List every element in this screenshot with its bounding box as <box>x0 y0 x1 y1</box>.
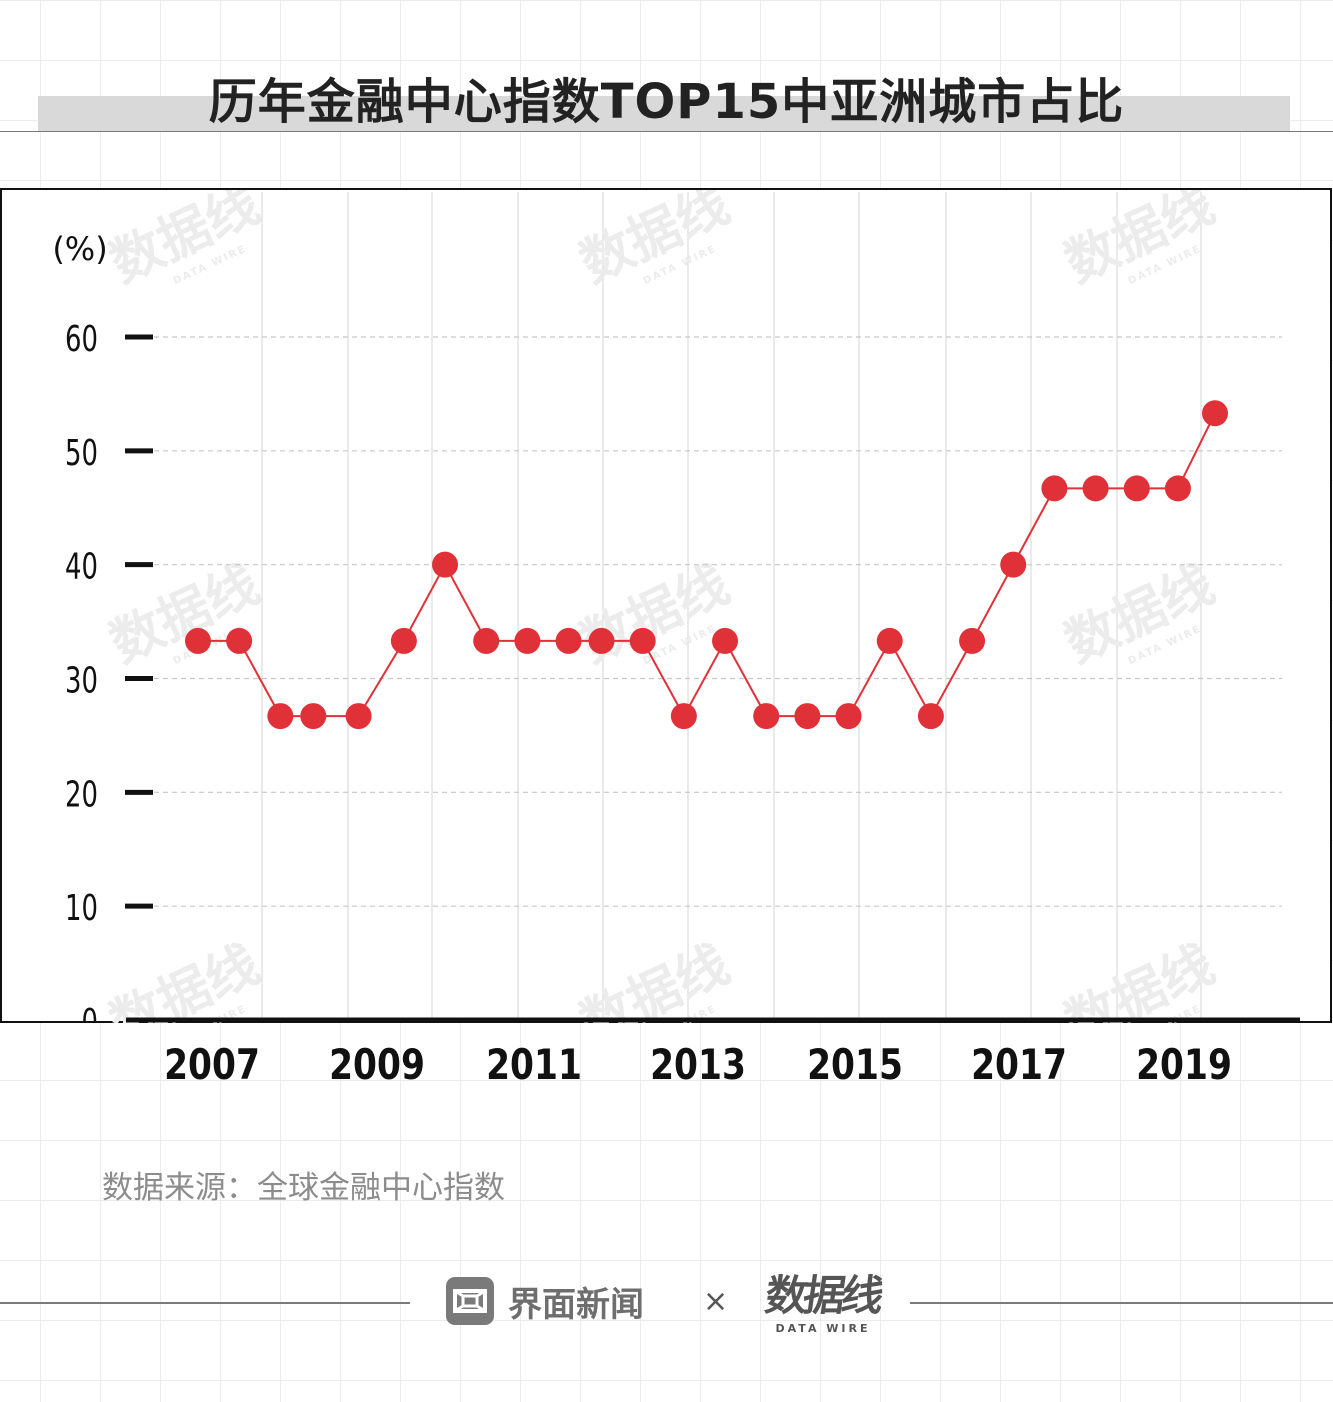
x-tick-label: 2019 <box>1136 1040 1233 1089</box>
data-point <box>345 703 372 730</box>
footer-divider-left <box>0 1302 410 1304</box>
jiemian-logo-icon <box>446 1277 494 1325</box>
data-point <box>473 627 500 654</box>
y-tick-label: 10 <box>65 887 98 929</box>
jiemian-brand-name: 界面新闻 <box>508 1284 644 1325</box>
x-tick-label: 2013 <box>650 1040 747 1089</box>
data-point <box>794 703 821 730</box>
data-point <box>300 703 327 730</box>
y-tick-label: 0 <box>82 1001 98 1023</box>
data-point <box>1082 475 1109 502</box>
data-point <box>226 627 253 654</box>
data-point <box>588 627 615 654</box>
data-point <box>917 703 944 730</box>
data-point <box>514 627 541 654</box>
data-point <box>1123 475 1150 502</box>
data-point <box>959 627 986 654</box>
y-axis-unit-label: (%) <box>52 230 107 268</box>
x-tick-label: 2011 <box>485 1040 582 1089</box>
data-point <box>267 703 294 730</box>
data-point <box>753 703 780 730</box>
data-point <box>185 627 211 654</box>
times-sign: × <box>703 1284 729 1319</box>
datawire-logo: 数据线 DATA WIRE <box>758 1262 888 1342</box>
title-rule <box>0 131 1333 132</box>
data-point <box>432 551 459 578</box>
title-highlight-bar <box>38 96 1290 132</box>
y-tick-label: 20 <box>65 773 98 815</box>
x-tick-label: 2015 <box>806 1040 903 1089</box>
data-source: 数据来源：全球金融中心指数 <box>102 1170 505 1206</box>
data-point <box>1041 475 1068 502</box>
data-point <box>1164 475 1191 502</box>
x-tick-label: 2007 <box>164 1040 261 1089</box>
y-tick-label: 30 <box>65 659 98 701</box>
title-band: 历年金融中心指数TOP15中亚洲城市占比 <box>0 0 1333 140</box>
y-tick-label: 50 <box>65 432 98 474</box>
data-point <box>835 703 862 730</box>
chart-title: 历年金融中心指数TOP15中亚洲城市占比 <box>208 74 1125 130</box>
footer-divider-right <box>910 1302 1333 1304</box>
datawire-logo-cn: 数据线 <box>762 1271 884 1320</box>
y-tick-label: 40 <box>65 546 98 588</box>
datawire-logo-en: DATA WIRE <box>775 1322 871 1335</box>
x-tick-label: 2017 <box>971 1040 1068 1089</box>
series-line <box>198 412 1216 719</box>
x-tick-label: 2009 <box>329 1040 426 1089</box>
y-tick-label: 60 <box>65 318 98 360</box>
chart-panel: 数据线 DATA WIRE 数据线 DATA WIRE 数据线 DATA WIRE 数据线 D… <box>0 188 1332 1023</box>
data-point <box>629 627 656 654</box>
data-point <box>1202 400 1228 427</box>
data-point <box>670 703 697 730</box>
data-point <box>390 627 417 654</box>
data-point <box>876 627 903 654</box>
jiemian-brand: 界面新闻 <box>446 1276 644 1326</box>
data-point <box>555 627 582 654</box>
data-point <box>712 627 739 654</box>
data-point <box>1000 551 1027 578</box>
